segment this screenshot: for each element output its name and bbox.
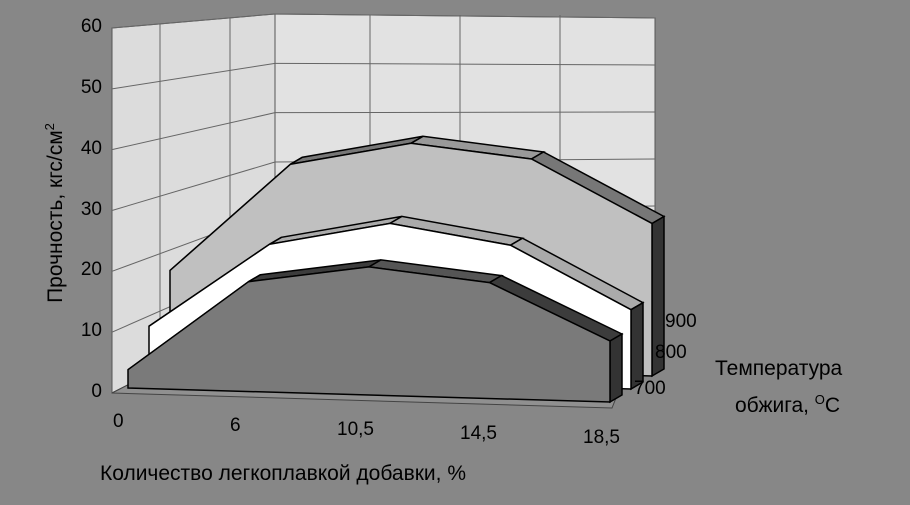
x-tick-label: 10,5 — [337, 419, 374, 440]
gridline — [111, 62, 276, 90]
gridline — [274, 62, 656, 66]
y-tick-label: 60 — [80, 16, 102, 38]
gridline — [111, 112, 276, 151]
x-tick-label: 0 — [113, 411, 124, 432]
y-tick-label: 50 — [80, 77, 102, 98]
z-axis-label-line1: Температура — [715, 357, 843, 380]
y-tick-label: 30 — [80, 198, 102, 220]
y-tick-label: 20 — [80, 259, 102, 281]
gridline — [274, 111, 656, 114]
x-tick-label: 14,5 — [460, 423, 497, 444]
series-800-side — [630, 301, 644, 391]
y-tick-label: 0 — [91, 381, 102, 402]
y-axis-label-sup: 2 — [42, 123, 57, 131]
z-axis-label-line2: обжига, OC — [735, 392, 840, 418]
z-axis-unit: C — [824, 394, 841, 417]
z-axis-label-text: обжига, — [735, 394, 815, 417]
gridline — [111, 13, 276, 29]
depth-tick-label: 700 — [634, 378, 666, 399]
series-700-front — [127, 266, 611, 403]
degree-sup: O — [814, 392, 825, 407]
y-tick-label: 10 — [80, 320, 102, 342]
gridline — [111, 161, 276, 211]
series-700-side — [609, 332, 623, 404]
depth-tick-label: 800 — [655, 342, 687, 363]
x-tick-label: 18,5 — [583, 427, 620, 448]
y-axis-label: Прочность, кгс/см2 — [42, 88, 68, 338]
gridline — [274, 13, 656, 19]
x-axis-label: Количество легкоплавкой добавки, % — [100, 462, 467, 485]
y-tick-label: 40 — [80, 137, 102, 159]
x-tick-label: 6 — [230, 415, 241, 436]
depth-tick-label: 900 — [665, 311, 697, 332]
y-axis-label-text: Прочность, кгс/см — [44, 130, 67, 303]
